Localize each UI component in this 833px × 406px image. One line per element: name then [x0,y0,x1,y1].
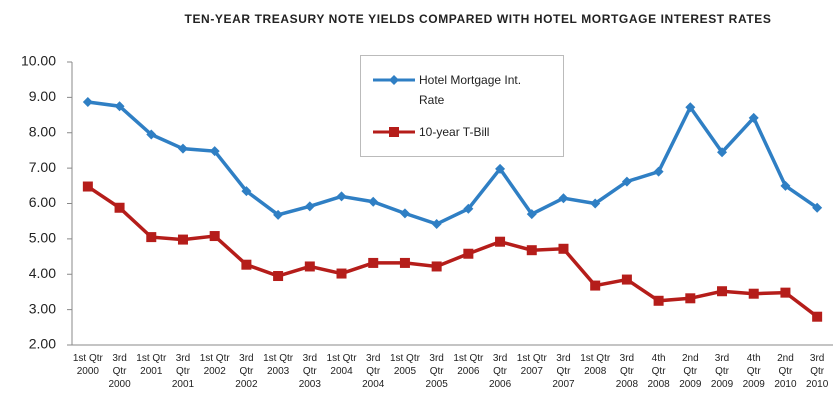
point [780,287,791,298]
x-tick-label: 3rd Qtr 2000 [108,353,131,390]
series-line [86,185,819,319]
point [368,257,379,268]
x-tick-label: 1st Qtr 2000 [72,353,103,377]
point [209,231,220,242]
legend-label: 10-year T-Bill [419,125,490,139]
x-tick-label: 1st Qtr 2001 [136,353,167,377]
x-tick-label: 1st Qtr 2004 [326,353,357,377]
x-tick-label: 2nd Qtr 2010 [774,353,797,390]
point [748,288,759,299]
x-tick-label: 1st Qtr 2005 [389,353,420,377]
point [685,102,696,113]
y-tick-label: 10.00 [21,53,56,69]
x-tick-label: 3rd Qtr 2005 [425,353,448,390]
legend-label: Hotel Mortgage Int. Rate [419,73,522,107]
y-tick-label: 8.00 [29,123,56,139]
x-tick-label: 3rd Qtr 2004 [362,353,385,390]
point [495,163,506,174]
x-tick-label: 1st Qtr 2007 [516,353,547,377]
point [304,261,315,272]
point [526,209,537,220]
point [241,186,252,197]
point [780,180,791,191]
point [590,280,601,291]
point [146,129,157,140]
x-tick-label: 3rd Qtr 2009 [710,353,734,390]
x-tick-label: 1st Qtr 2002 [199,353,230,377]
point [82,96,93,107]
x-tick-label: 3rd Qtr 2003 [298,353,321,390]
point [748,112,759,123]
point [717,286,728,297]
point [146,232,157,243]
y-tick-label: 4.00 [29,265,56,281]
chart-title: TEN-YEAR TREASURY NOTE YIELDS COMPARED W… [185,12,772,26]
x-tick-label: 1st Qtr 2008 [580,353,611,377]
point [304,201,315,212]
y-tick-label: 7.00 [29,159,56,175]
y-tick-label: 6.00 [29,194,56,210]
point [368,196,379,207]
point [399,208,410,219]
point [495,236,506,247]
legend: Hotel Mortgage Int. Rate 10-year T-Bill [360,55,564,157]
point [685,293,696,304]
x-tick-label: 1st Qtr 2006 [453,353,484,377]
point [653,295,664,306]
point [82,181,93,192]
x-tick-label: 3rd Qtr 2006 [488,353,512,390]
legend-marker [389,127,399,137]
point [558,193,569,204]
x-tick-label: 3rd Qtr 2007 [552,353,575,390]
point [558,243,569,254]
x-tick-label: 4th Qtr 2009 [742,353,765,390]
point [812,311,823,322]
x-tick-label: 3rd Qtr 2008 [615,353,639,390]
point [336,268,347,279]
point [114,101,125,112]
legend-swatch [373,75,415,85]
point [209,146,220,157]
x-tick-label: 3rd Qtr 2002 [235,353,258,390]
point [621,274,632,285]
point [653,166,664,177]
x-tick-label: 3rd Qtr 2001 [171,353,195,390]
x-tick-label: 3rd Qtr 2010 [806,353,829,390]
point [463,248,474,259]
point [273,209,284,220]
point [336,191,347,202]
legend-marker [389,75,399,85]
point [177,234,188,245]
x-tick-label: 2nd Qtr 2009 [679,353,702,390]
y-tick-label: 5.00 [29,230,56,246]
point [273,271,284,282]
point [431,261,442,272]
point [399,257,410,268]
point [526,245,537,256]
x-tick-label: 4th Qtr 2008 [647,353,670,390]
point [241,259,252,270]
point [621,176,632,187]
y-tick-label: 2.00 [29,336,56,352]
point [114,202,125,213]
point [463,203,474,214]
point [177,143,188,154]
series-line [87,100,819,226]
y-tick-label: 3.00 [29,300,56,316]
x-tick-label: 1st Qtr 2003 [263,353,294,377]
point [431,219,442,230]
point [812,202,823,213]
point [590,198,601,209]
legend-swatch [373,127,415,137]
y-tick-label: 9.00 [29,88,56,104]
point [717,147,728,158]
